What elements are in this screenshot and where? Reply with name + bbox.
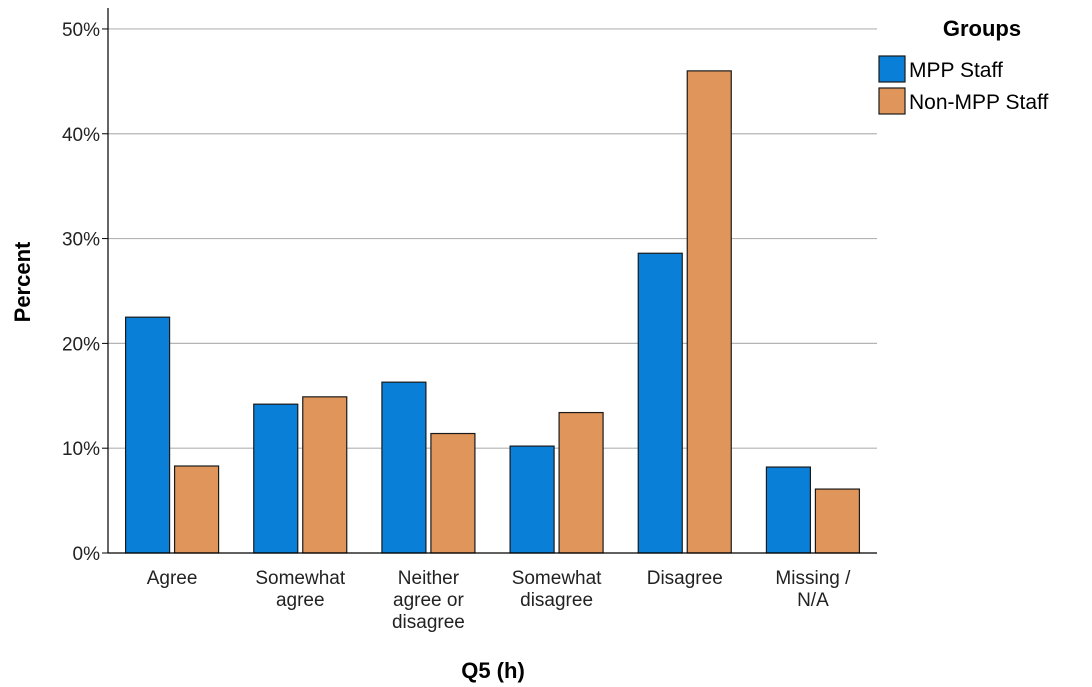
legend-title: Groups (943, 16, 1021, 41)
x-tick-label-line: Somewhat (512, 568, 602, 589)
legend: Groups MPP Staff Non-MPP Staff (878, 16, 1048, 115)
legend-swatch (878, 55, 906, 83)
y-tick-label: 20% (62, 334, 100, 355)
y-axis-title: Percent (10, 241, 35, 322)
x-tick-label-line: Somewhat (255, 568, 345, 589)
y-tick-labels: 0% 10% 20% 30% 40% 50% (62, 20, 108, 565)
x-tick-label-line: Missing / (775, 568, 851, 589)
x-tick-label-line: Disagree (647, 568, 723, 589)
x-tick-label: Missing / N/A (775, 568, 851, 611)
x-tick-label: Somewhat disagree (512, 568, 602, 611)
x-tick-label: Agree (147, 568, 198, 589)
y-tick-label: 30% (62, 230, 100, 251)
y-tick-label: 10% (62, 439, 100, 460)
x-tick-label: Somewhat agree (255, 568, 345, 611)
legend-swatch (878, 87, 906, 115)
x-tick-label-line: Agree (147, 568, 198, 589)
legend-label: MPP Staff (909, 59, 1003, 82)
x-tick-label-line: disagree (392, 612, 465, 633)
legend-label: Non-MPP Staff (909, 91, 1048, 114)
gridlines (108, 28, 877, 449)
bar-mpp-staff (637, 252, 683, 554)
bar-mpp-staff (124, 316, 171, 554)
y-tick-label: 50% (62, 20, 100, 41)
x-tick-label-line: agree or (393, 590, 464, 611)
x-tick-label: Disagree (647, 568, 723, 589)
x-tick-label-line: disagree (520, 590, 593, 611)
legend-items: MPP Staff Non-MPP Staff (878, 55, 1048, 115)
y-tick-label: 40% (62, 125, 100, 146)
bar-non-mpp-staff (430, 432, 476, 554)
axes (107, 8, 877, 554)
bar-non-mpp-staff (302, 396, 348, 554)
x-tick-label: Neither agree or disagree (392, 568, 465, 633)
bar-non-mpp-staff (686, 70, 732, 554)
bars (124, 70, 861, 554)
bar-mpp-staff (253, 403, 299, 554)
bar-mpp-staff (509, 445, 555, 554)
x-tick-label-line: agree (276, 590, 325, 611)
y-tick-label: 0% (73, 544, 101, 565)
bar-mpp-staff (765, 466, 812, 554)
bar-non-mpp-staff (173, 465, 220, 554)
bar-mpp-staff (381, 381, 427, 554)
bar-non-mpp-staff (814, 488, 861, 554)
x-tick-label-line: Neither (398, 568, 460, 589)
x-axis-title: Q5 (h) (461, 658, 525, 683)
x-tick-label-line: N/A (797, 590, 829, 611)
bar-non-mpp-staff (558, 411, 604, 554)
